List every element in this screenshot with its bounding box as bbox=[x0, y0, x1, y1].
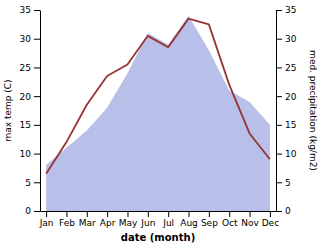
y2-tick-mark bbox=[276, 211, 282, 212]
y2-tick-label: 30 bbox=[285, 34, 297, 44]
y2-axis-title: med. precipitation (kg/m2) bbox=[308, 50, 318, 171]
x-tick-label: Oct bbox=[222, 218, 238, 228]
y-tick: 25 bbox=[20, 63, 40, 73]
y2-tick-label: 15 bbox=[285, 120, 296, 130]
x-axis: Jan Feb Mar AprMayJun Jul AugSep OctNovDec bbox=[39, 211, 279, 228]
y2-tick-mark bbox=[276, 125, 282, 126]
x-tick: Mar bbox=[79, 211, 96, 228]
y-tick: 10 bbox=[20, 149, 40, 159]
y-tick-mark bbox=[34, 96, 40, 97]
y-axis: 0 5 10 15 20 25 30 35 bbox=[20, 5, 41, 216]
x-tick-mark bbox=[250, 211, 251, 217]
y2-tick-mark bbox=[276, 154, 282, 155]
y-tick: 20 bbox=[20, 92, 40, 102]
y-tick-mark bbox=[34, 39, 40, 40]
y-tick-label: 15 bbox=[20, 120, 31, 130]
y2-tick: 25 bbox=[276, 63, 296, 73]
y-tick-mark bbox=[34, 125, 40, 126]
x-tick: Oct bbox=[222, 211, 238, 228]
x-tick-mark bbox=[168, 211, 169, 217]
y-tick-label: 25 bbox=[20, 63, 31, 73]
y2-tick-label: 5 bbox=[285, 178, 291, 188]
axis-line bbox=[40, 11, 41, 212]
y-tick-mark bbox=[34, 211, 40, 212]
precipitation-area bbox=[46, 16, 270, 211]
y2-tick-label: 35 bbox=[285, 5, 296, 15]
y2-tick-label: 25 bbox=[285, 63, 296, 73]
x-tick: Dec bbox=[262, 211, 279, 228]
x-tick: Sep bbox=[201, 211, 218, 228]
y2-tick: 0 bbox=[276, 206, 291, 216]
y2-tick-label: 0 bbox=[285, 206, 291, 216]
x-tick-mark bbox=[270, 211, 271, 217]
y2-tick-label: 20 bbox=[285, 92, 297, 102]
y-tick-mark bbox=[34, 154, 40, 155]
y2-tick: 35 bbox=[276, 5, 296, 15]
y-tick-label: 20 bbox=[20, 92, 32, 102]
x-tick: May bbox=[119, 211, 138, 228]
x-tick-mark bbox=[46, 211, 47, 217]
plot-area bbox=[46, 16, 270, 211]
x-tick-label: Aug bbox=[180, 218, 198, 228]
y-tick-mark bbox=[34, 10, 40, 11]
x-tick-label: Feb bbox=[59, 218, 75, 228]
y-tick: 0 bbox=[25, 206, 40, 216]
y-tick: 30 bbox=[20, 34, 40, 44]
x-tick-mark bbox=[148, 211, 149, 217]
x-tick-label: May bbox=[119, 218, 138, 228]
chart: Jan Feb Mar AprMayJun Jul AugSep OctNovDec 0 5 10… bbox=[0, 0, 318, 247]
x-tick-mark bbox=[209, 211, 210, 217]
y-tick-mark bbox=[34, 182, 40, 183]
x-tick-mark bbox=[229, 211, 230, 217]
x-tick-mark bbox=[66, 211, 67, 217]
x-tick: Jul bbox=[162, 211, 174, 228]
x-tick-mark bbox=[127, 211, 128, 217]
y-axis-title: max temp (C) bbox=[3, 79, 13, 141]
x-tick: Nov bbox=[241, 211, 259, 228]
axis-line bbox=[276, 11, 277, 212]
x-tick-label: Jul bbox=[162, 218, 174, 228]
x-tick: Jun bbox=[140, 211, 155, 228]
y-tick-label: 30 bbox=[20, 34, 32, 44]
y-tick: 15 bbox=[20, 120, 40, 130]
x-tick-label: Dec bbox=[262, 218, 279, 228]
y2-tick: 5 bbox=[276, 178, 291, 188]
x-tick-label: Apr bbox=[100, 218, 116, 228]
x-tick-label: Sep bbox=[201, 218, 218, 228]
x-tick-mark bbox=[189, 211, 190, 217]
y2-tick: 20 bbox=[276, 92, 297, 102]
y2-tick-mark bbox=[276, 182, 282, 183]
x-tick-label: Jun bbox=[140, 218, 155, 228]
x-tick-mark bbox=[87, 211, 88, 217]
y2-tick-mark bbox=[276, 39, 282, 40]
x-tick-mark bbox=[107, 211, 108, 217]
y2-tick: 30 bbox=[276, 34, 297, 44]
y2-tick: 15 bbox=[276, 120, 296, 130]
y2-tick: 10 bbox=[276, 149, 297, 159]
y-tick-label: 10 bbox=[20, 149, 32, 159]
y2-tick-label: 10 bbox=[285, 149, 297, 159]
x-tick: Feb bbox=[59, 211, 75, 228]
y-tick-label: 5 bbox=[25, 178, 31, 188]
y-tick-label: 0 bbox=[25, 206, 31, 216]
y2-tick-mark bbox=[276, 67, 282, 68]
y-tick-mark bbox=[34, 67, 40, 68]
temperature-line bbox=[46, 19, 270, 174]
x-tick: Jan bbox=[39, 211, 54, 228]
y2-axis: 0 5 10 15 20 25 30 35 bbox=[276, 5, 297, 216]
x-tick-label: Jan bbox=[39, 218, 54, 228]
y-tick-label: 35 bbox=[20, 5, 31, 15]
y2-tick-mark bbox=[276, 96, 282, 97]
x-tick-label: Mar bbox=[79, 218, 96, 228]
x-axis-title: date (month) bbox=[121, 232, 195, 243]
y-tick: 35 bbox=[20, 5, 40, 15]
y-tick: 5 bbox=[25, 178, 40, 188]
y2-tick-mark bbox=[276, 10, 282, 11]
x-tick-label: Nov bbox=[241, 218, 259, 228]
axis-line bbox=[41, 211, 277, 212]
x-tick: Apr bbox=[100, 211, 116, 228]
x-tick: Aug bbox=[180, 211, 198, 228]
